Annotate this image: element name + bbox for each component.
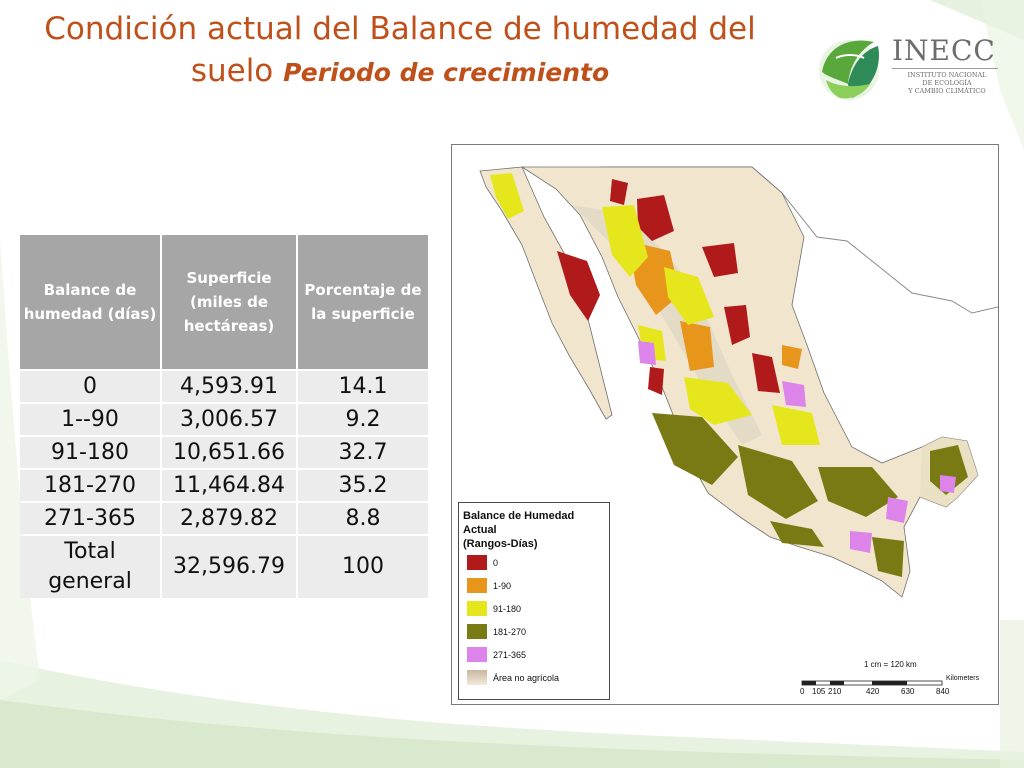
- balance-181-270-areas: [652, 413, 968, 577]
- scale-tick-label: 0: [800, 687, 805, 696]
- cell-total-label: Total general: [20, 536, 160, 598]
- purple-patch: [940, 475, 956, 493]
- red-patch: [610, 179, 628, 205]
- balance-271-365-areas: [638, 341, 956, 553]
- cell-total-percentage: 100: [298, 536, 428, 598]
- cell-percentage: 32.7: [298, 437, 428, 468]
- cell-surface: 4,593.91: [162, 371, 296, 402]
- table-row: 271-365 2,879.82 8.8: [20, 503, 428, 534]
- balance-0-areas: [557, 179, 780, 395]
- logo-divider: [892, 68, 998, 69]
- legend-swatch: [467, 670, 487, 685]
- legend-swatch: [467, 624, 487, 639]
- inecc-logo: INECC Instituto Nacional de Ecología y C…: [812, 28, 1012, 108]
- scale-tick-label: 840: [936, 687, 950, 696]
- olive-patch: [872, 537, 904, 577]
- table-row: 1--90 3,006.57 9.2: [20, 404, 428, 435]
- leaf-globe-icon: [819, 40, 879, 100]
- table-header-row: Balance de humedad (días) Superficie (mi…: [20, 235, 428, 369]
- legend-label: 91-180: [493, 604, 522, 614]
- olive-patch: [770, 521, 824, 547]
- cell-surface: 3,006.57: [162, 404, 296, 435]
- balance-91-180-areas: [490, 173, 820, 445]
- legend-title: Balance de Humedad Actual (Rangos-Días): [463, 509, 609, 551]
- red-patch: [637, 195, 674, 241]
- red-patch: [557, 251, 600, 321]
- header-percentage: Porcentaje de la superficie: [298, 235, 428, 369]
- scale-tick-label: 105: [812, 687, 826, 696]
- orange-patch: [680, 321, 714, 371]
- logo-subtitle-line: Instituto Nacional: [907, 71, 987, 79]
- yellow-patch: [602, 205, 648, 277]
- purple-patch: [850, 531, 872, 553]
- baja-peninsula-shape: [479, 166, 613, 420]
- legend-swatch: [467, 647, 487, 662]
- logo-subtitle-line: y Cambio Climático: [908, 87, 986, 95]
- cell-range: 1--90: [20, 404, 160, 435]
- purple-patch: [782, 381, 806, 407]
- red-patch: [648, 367, 664, 395]
- purple-patch: [638, 341, 656, 365]
- logo-subtitle-line: de Ecología: [922, 79, 972, 87]
- red-patch: [702, 243, 738, 277]
- legend-title-line: (Rangos-Días): [463, 538, 538, 550]
- yellow-patch: [490, 173, 524, 219]
- cell-surface: 2,879.82: [162, 503, 296, 534]
- title-subtitle: Periodo de crecimiento: [283, 58, 610, 87]
- map-legend: Balance de Humedad Actual (Rangos-Días) …: [458, 502, 610, 700]
- scale-tick-label: 630: [901, 687, 915, 696]
- slide-title: Condición actual del Balance de humedad …: [20, 8, 780, 94]
- title-main: Condición actual del Balance de humedad …: [44, 11, 756, 89]
- legend-title-line: Balance de Humedad Actual: [463, 510, 575, 536]
- cell-percentage: 35.2: [298, 470, 428, 501]
- olive-patch: [652, 413, 738, 485]
- scale-tick-label: 420: [866, 687, 880, 696]
- legend-swatch: [467, 578, 487, 593]
- cell-range: 91-180: [20, 437, 160, 468]
- cell-percentage: 14.1: [298, 371, 428, 402]
- header-balance-days: Balance de humedad (días): [20, 235, 160, 369]
- header-surface: Superficie (miles de hectáreas): [162, 235, 296, 369]
- legend-label: 1-90: [493, 581, 512, 591]
- olive-patch: [738, 445, 818, 519]
- cell-total-surface: 32,596.79: [162, 536, 296, 598]
- legend-swatch: [467, 601, 487, 616]
- table-row: 0 4,593.91 14.1: [20, 371, 428, 402]
- legend-label: 181-270: [493, 627, 527, 637]
- moisture-balance-table: Balance de humedad (días) Superficie (mi…: [18, 233, 430, 600]
- cell-surface: 11,464.84: [162, 470, 296, 501]
- logo-subtitle: Instituto Nacional de Ecología y Cambio …: [892, 71, 1002, 95]
- table-row: 91-180 10,651.66 32.7: [20, 437, 428, 468]
- cell-percentage: 8.8: [298, 503, 428, 534]
- legend-label: 0: [493, 558, 499, 568]
- cell-percentage: 9.2: [298, 404, 428, 435]
- map-canvas: [452, 145, 998, 704]
- yellow-patch: [772, 405, 820, 445]
- table-total-row: Total general 32,596.79 100: [20, 536, 428, 598]
- scale-ratio-text: 1 cm = 120 km: [864, 660, 917, 669]
- cell-surface: 10,651.66: [162, 437, 296, 468]
- table-row: 181-270 11,464.84 35.2: [20, 470, 428, 501]
- purple-patch: [886, 497, 908, 523]
- legend-label: Área no agrícola: [493, 673, 560, 683]
- cell-range: 271-365: [20, 503, 160, 534]
- olive-patch: [818, 467, 898, 517]
- scale-units-label: Kilometers: [946, 675, 980, 682]
- legend-label: 271-365: [493, 650, 527, 660]
- cell-range: 181-270: [20, 470, 160, 501]
- red-patch: [724, 305, 750, 345]
- logo-wordmark: INECC: [892, 34, 996, 67]
- mexico-moisture-map: Balance de Humedad Actual (Rangos-Días) …: [451, 144, 999, 705]
- red-patch: [752, 353, 780, 393]
- orange-patch: [782, 345, 802, 369]
- legend-swatch: [467, 555, 487, 570]
- yellow-patch: [684, 377, 752, 425]
- cell-range: 0: [20, 371, 160, 402]
- map-scale-bar: [801, 680, 943, 686]
- scale-tick-label: 210: [828, 687, 842, 696]
- yellow-patch: [664, 267, 714, 325]
- olive-patch: [930, 445, 968, 495]
